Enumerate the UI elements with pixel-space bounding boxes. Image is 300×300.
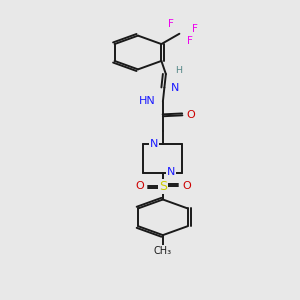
Text: CH₃: CH₃ <box>154 246 172 256</box>
Text: N: N <box>167 167 176 177</box>
Text: O: O <box>135 181 144 191</box>
Text: H: H <box>175 66 182 75</box>
Text: S: S <box>159 179 167 193</box>
Text: HN: HN <box>139 96 156 106</box>
Text: F: F <box>187 36 193 46</box>
Text: F: F <box>192 23 198 34</box>
Text: N: N <box>171 82 179 93</box>
Text: N: N <box>150 139 158 148</box>
Text: O: O <box>186 110 195 120</box>
Text: F: F <box>168 19 174 29</box>
Text: O: O <box>182 181 191 191</box>
